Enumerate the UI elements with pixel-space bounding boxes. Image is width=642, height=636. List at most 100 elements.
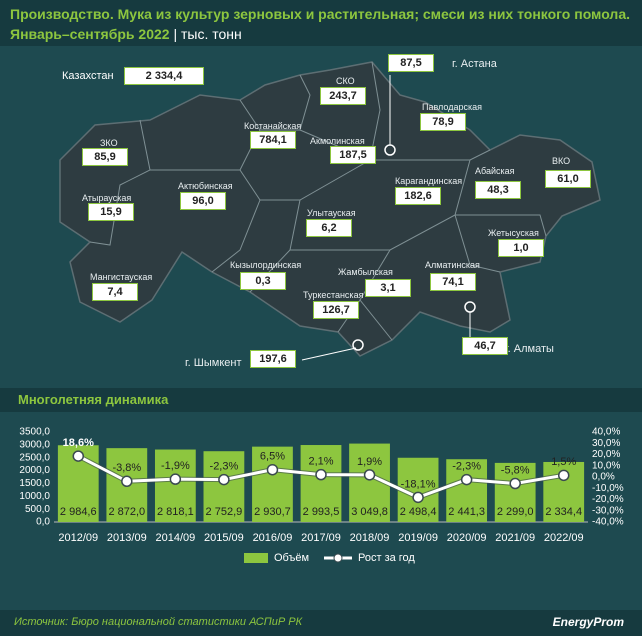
- line-value-label: 6,5%: [260, 451, 285, 463]
- y-tick-label: 3500,0: [19, 427, 50, 438]
- y2-tick-label: -30,0%: [592, 505, 624, 516]
- region-value: 784,1: [250, 131, 296, 149]
- bar-value-label: 2 930,7: [254, 506, 291, 518]
- region-name: Улытауская: [307, 208, 356, 218]
- line-value-label: 1,5%: [551, 456, 576, 468]
- bar-value-label: 2 441,3: [448, 506, 485, 518]
- y2-tick-label: 20,0%: [592, 449, 620, 460]
- region-value: 74,1: [430, 273, 476, 291]
- shymkent-leader: [301, 347, 357, 361]
- region-name: Абайская: [475, 166, 515, 176]
- y-tick-label: 2500,0: [19, 452, 50, 463]
- line-value-label: 2,1%: [308, 456, 333, 468]
- region-value: 85,9: [82, 148, 128, 166]
- region-value: 243,7: [320, 87, 366, 105]
- y-tick-label: 3000,0: [19, 439, 50, 450]
- region-name: Карагандинская: [395, 176, 463, 186]
- bar: [446, 459, 488, 522]
- x-tick-label: 2017/09: [301, 532, 341, 544]
- region-value: 46,7: [462, 337, 508, 355]
- legend-label: Рост за год: [358, 552, 415, 564]
- period-line: Январь–сентябрь 2022 | тыс. тонн: [10, 26, 242, 42]
- y2-tick-label: -20,0%: [592, 494, 624, 505]
- astana-dot: [384, 144, 396, 156]
- x-tick-label: 2014/09: [155, 532, 195, 544]
- line-value-label: -18,1%: [401, 478, 436, 490]
- bar-value-label: 2 872,0: [108, 506, 145, 518]
- region-value: 48,3: [475, 181, 521, 199]
- region-name: г. Астана: [452, 58, 497, 70]
- region-value: 1,0: [498, 239, 544, 257]
- x-tick-label: 2012/09: [58, 532, 98, 544]
- region-value: 87,5: [388, 54, 434, 72]
- bar-value-label: 2 752,9: [206, 506, 243, 518]
- region-value: 6,2: [306, 219, 352, 237]
- bar-value-label: 2 984,6: [60, 506, 97, 518]
- x-tick-label: 2020/09: [447, 532, 487, 544]
- bar-value-label: 2 498,4: [400, 506, 437, 518]
- line-marker: [557, 469, 570, 482]
- y2-tick-label: 40,0%: [592, 427, 620, 438]
- y2-tick-label: 10,0%: [592, 460, 620, 471]
- region-name: ЗКО: [100, 138, 118, 148]
- region-name: г. Шымкент: [185, 357, 242, 369]
- bar: [300, 445, 342, 522]
- section-title: Многолетняя динамика: [18, 392, 169, 407]
- region-name: Алматинская: [425, 260, 480, 270]
- line-marker: [121, 475, 133, 488]
- logo: EnergyProm: [552, 615, 624, 629]
- line-marker: [412, 491, 424, 504]
- bar: [252, 446, 293, 522]
- region-value: 15,9: [88, 203, 134, 221]
- separator: |: [173, 26, 178, 42]
- line-value-label: 1,9%: [357, 456, 382, 468]
- region-value: 126,7: [313, 301, 359, 319]
- line-marker: [72, 450, 85, 462]
- source: Источник: Бюро национальной статистики А…: [14, 616, 303, 628]
- x-tick-label: 2019/09: [398, 532, 438, 544]
- region-name: г. Алматы: [505, 343, 554, 355]
- y-tick-label: 0,0: [36, 517, 50, 528]
- line-marker: [460, 473, 473, 486]
- region-name: Акмолинская: [310, 136, 365, 146]
- line-value-label: -2,3%: [210, 460, 239, 472]
- line-marker: [169, 473, 182, 485]
- line-marker: [509, 477, 521, 490]
- header: Производство. Мука из культур зерновых и…: [0, 0, 642, 46]
- y-tick-label: 1000,0: [19, 491, 50, 502]
- total-value: 2 334,4: [124, 67, 204, 85]
- chart: 0,0 500,0 1000,0 1500,0 2000,0 2500,0 3000,035…: [19, 427, 624, 564]
- region-name: Туркестанская: [303, 290, 364, 300]
- line-marker: [218, 473, 230, 486]
- region-value: 7,4: [92, 283, 138, 301]
- region-value: 61,0: [545, 170, 591, 188]
- region-name: Атырауская: [82, 193, 132, 203]
- y2-tick-label: 30,0%: [592, 438, 620, 449]
- unit: тыс. тонн: [181, 26, 242, 42]
- region-name: Актюбинская: [178, 181, 233, 191]
- footer: Источник: Бюро национальной статистики А…: [0, 610, 642, 636]
- y2-tick-label: -10,0%: [592, 483, 624, 494]
- region-value: 0,3: [240, 272, 286, 290]
- x-tick-label: 2015/09: [204, 532, 244, 544]
- x-tick-label: 2022/09: [544, 532, 584, 544]
- y2-tick-label: -40,0%: [592, 517, 624, 528]
- line-value-label: -2,3%: [452, 460, 481, 472]
- region-name: ВКО: [552, 156, 571, 166]
- region-value: 187,5: [330, 146, 376, 164]
- total-label: Казахстан: [62, 70, 114, 82]
- region-name: Жетысуская: [488, 228, 539, 238]
- region-name: СКО: [336, 76, 355, 86]
- section-bar: Многолетняя динамика: [0, 388, 642, 412]
- region-name: Жамбылская: [338, 267, 393, 277]
- region-value: 78,9: [420, 113, 466, 131]
- region-value: 3,1: [365, 279, 411, 297]
- x-tick-label: 2021/09: [495, 532, 535, 544]
- region-value: 96,0: [180, 192, 226, 210]
- region-name: Павлодарская: [422, 102, 482, 112]
- region-value: 197,6: [250, 350, 296, 368]
- region-name: Кызылординская: [230, 260, 302, 270]
- bar-value-label: 3 049,8: [351, 506, 388, 518]
- shymkent-dot: [352, 339, 364, 351]
